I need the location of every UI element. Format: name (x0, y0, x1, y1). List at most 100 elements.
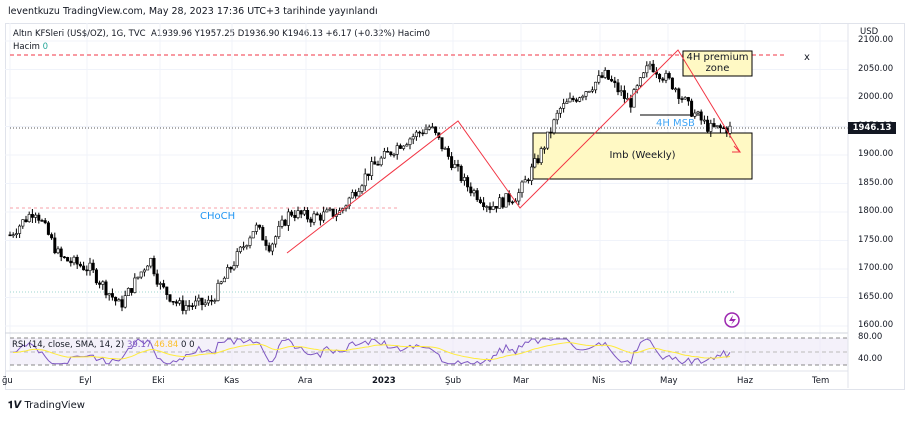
candle (386, 151, 390, 153)
time-tick: 2023 (372, 376, 396, 386)
chart-frame[interactable] (5, 23, 905, 390)
candle (552, 119, 556, 134)
candle (664, 73, 668, 81)
candle (504, 193, 508, 208)
candle (62, 256, 66, 259)
candle (30, 214, 34, 218)
close-icon[interactable]: x (804, 52, 810, 63)
candle (53, 237, 57, 254)
candle (178, 300, 182, 304)
candle (530, 166, 534, 181)
time-tick: Nis (592, 376, 606, 386)
candle (219, 281, 223, 284)
candle (398, 145, 402, 149)
candle (24, 219, 28, 223)
candle (536, 158, 540, 163)
candle (683, 97, 687, 100)
price-tick: 1800.00 (858, 206, 894, 216)
candle (709, 123, 713, 132)
candle (120, 299, 124, 308)
candle (446, 148, 450, 157)
candle (82, 265, 86, 271)
candle (542, 147, 546, 150)
candle (213, 300, 217, 302)
arrow-head-icon (732, 145, 742, 153)
rsi-tick-40: 40.00 (858, 354, 883, 364)
tradingview-logo: 𝟏𝙑 TradingView (8, 400, 85, 411)
candle (363, 173, 367, 187)
candle (290, 211, 294, 216)
candle (34, 214, 38, 218)
candle (66, 257, 70, 262)
msb-label: 4H MSB (656, 118, 695, 129)
candle (366, 173, 370, 177)
time-tick: Şub (445, 376, 462, 386)
candle (350, 192, 354, 199)
candle (482, 202, 486, 207)
candle (46, 222, 50, 235)
candle (712, 123, 716, 127)
candle (539, 148, 543, 163)
candle (562, 103, 566, 109)
candle (619, 90, 623, 93)
candle (14, 233, 18, 236)
candle (686, 97, 690, 102)
candle (251, 231, 255, 239)
candle (312, 213, 316, 223)
rsi-line (13, 338, 731, 365)
candle (546, 131, 550, 149)
candle (392, 153, 396, 156)
candle (254, 224, 258, 232)
candle (114, 296, 118, 302)
candle (78, 263, 82, 267)
candle (661, 78, 665, 81)
premium-box (682, 50, 753, 77)
publish-info: leventkuzu TradingView.com, May 28, 2023… (8, 6, 378, 17)
candle (642, 72, 646, 78)
symbol: Altın KFSleri (US$/OZ), 1G, TVC (13, 29, 146, 39)
candle (354, 192, 358, 197)
candle (475, 190, 479, 201)
candle (168, 294, 172, 302)
candle (302, 210, 306, 215)
price-tick: 1750.00 (858, 234, 894, 245)
candle (379, 157, 383, 166)
candle (357, 191, 361, 197)
candle (107, 293, 111, 296)
candle (146, 265, 150, 271)
imb-box (532, 132, 753, 180)
candle (478, 199, 482, 203)
candle (459, 165, 463, 182)
ohlc: A1939.96 Y1957.25 D1936.90 K1946.13 +6.1… (151, 29, 431, 39)
candle (488, 206, 492, 210)
candle (485, 206, 489, 208)
candle (50, 234, 54, 239)
candle (469, 186, 473, 194)
candle (117, 299, 121, 302)
candle (123, 295, 127, 308)
candle (286, 211, 290, 226)
candle (293, 214, 297, 218)
candle (318, 214, 322, 221)
candle (581, 95, 585, 99)
candle (280, 219, 284, 227)
candle (181, 300, 185, 311)
candle (597, 75, 601, 83)
candle (328, 208, 332, 211)
candle (594, 81, 598, 91)
candle (155, 273, 159, 285)
candle (440, 137, 444, 150)
candle (722, 127, 726, 130)
price-tick: 1650.00 (858, 291, 894, 302)
candle (555, 112, 559, 121)
candle (702, 119, 706, 122)
candle (206, 299, 210, 304)
candle (270, 243, 274, 252)
rsi-sma-line (13, 342, 731, 361)
candle (27, 214, 31, 223)
candle (520, 181, 524, 193)
candle (267, 245, 271, 252)
candle (190, 305, 194, 307)
candle (88, 262, 92, 271)
